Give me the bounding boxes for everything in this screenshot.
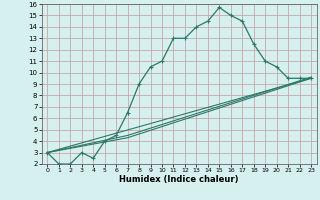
X-axis label: Humidex (Indice chaleur): Humidex (Indice chaleur) [119,175,239,184]
